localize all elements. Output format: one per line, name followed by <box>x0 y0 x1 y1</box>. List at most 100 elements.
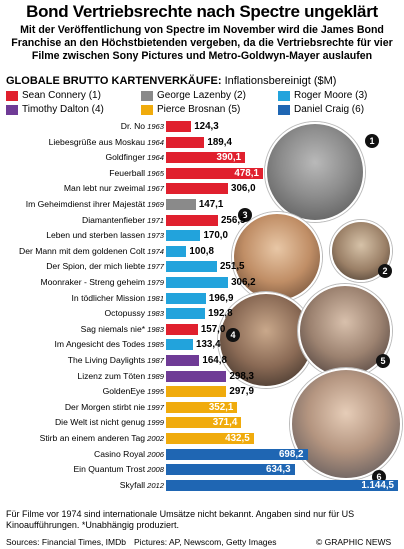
moore-portrait <box>232 212 322 302</box>
bar-value: 390,1 <box>216 152 242 164</box>
chart-heading-unit: Inflationsbereinigt ($M) <box>224 75 337 87</box>
chart-heading-title: GLOBALE BRUTTO KARTENVERKÄUFE: <box>6 75 222 87</box>
bar-year: 1965 <box>147 168 164 178</box>
bar-value: 189,4 <box>207 136 232 148</box>
bar-year: 1963 <box>147 122 164 131</box>
bar-value: 352,1 <box>208 401 234 413</box>
bar-title: Der Morgen stirbt nie <box>64 401 146 412</box>
bar-title: Im Geheimdienst ihrer Majestät <box>25 199 146 209</box>
bar-label: Goldfinger 1964 <box>105 151 164 164</box>
bar-title: Goldfinger <box>105 152 146 163</box>
bar-label: Der Spion, der mich liebte 1977 <box>46 260 164 273</box>
bar-value: 100,8 <box>189 245 214 257</box>
bar-year: 2008 <box>147 465 164 475</box>
bar-title: Sag niemals nie* <box>80 323 146 334</box>
legend-swatch-connery <box>6 90 18 101</box>
bar-title: Liebesgrüße aus Moskau <box>48 136 146 147</box>
bar-year: 1977 <box>147 262 164 272</box>
bar-label: Im Angesicht des Todes 1985 <box>54 338 164 351</box>
bar-label: Leben und sterben lassen 1973 <box>46 229 164 242</box>
bar-title: In tödlicher Mission <box>71 292 146 303</box>
bar <box>166 417 242 429</box>
bar <box>166 464 295 476</box>
bar <box>166 214 218 226</box>
bar-title: Der Spion, der mich liebte <box>46 261 146 272</box>
bar-year: 1964 <box>147 153 164 163</box>
legend-item-dalton: Timothy Dalton (4) <box>6 104 104 115</box>
bar <box>166 308 206 320</box>
sources-text: Sources: Financial Times, IMDb <box>6 537 126 547</box>
bar-title: Moonraker - Streng geheim <box>40 277 146 287</box>
craig-portrait <box>290 368 402 480</box>
graphic-credit: © GRAPHIC NEWS <box>316 537 392 547</box>
bar-year: 1971 <box>147 215 164 225</box>
bar-title: Man lebt nur zweimal <box>63 183 146 194</box>
bar-year: 1999 <box>147 418 164 428</box>
bar <box>166 277 229 288</box>
bar-year: 1969 <box>147 200 164 209</box>
photo-number-1: 1 <box>365 134 379 148</box>
bar-year: 1981 <box>147 293 164 303</box>
bar-value: 478,1 <box>234 167 259 179</box>
bar-value: 298,3 <box>229 370 254 382</box>
bar-title: Skyfall <box>119 479 146 490</box>
bar-label: Sag niemals nie* 1983 <box>81 323 164 336</box>
page-title: Bond Vertriebsrechte nach Spectre ungekl… <box>26 2 378 21</box>
bar-value: 133,4 <box>196 339 221 351</box>
bar-label: Diamantenfieber 1971 <box>82 214 164 227</box>
bar-title: The Living Daylights <box>67 355 146 365</box>
bar-label: Skyfall 2012 <box>120 479 164 492</box>
bar-label: Octopussy 1983 <box>104 307 164 320</box>
bar-value: 192,8 <box>208 308 233 320</box>
legend-swatch-brosnan <box>141 104 153 115</box>
bar-title: Feuerball <box>109 167 146 178</box>
bar-value: 256,5 <box>220 214 246 226</box>
bar-value: 634,3 <box>266 464 291 476</box>
bar-title: Diamantenfieber <box>82 214 146 225</box>
bar <box>166 386 227 398</box>
bar-label: Dr. No 1963 <box>121 120 164 133</box>
legend-swatch-lazenby <box>141 90 153 101</box>
bar-label: Man lebt nur zweimal 1967 <box>64 182 164 195</box>
legend-item-lazenby: George Lazenby (2) <box>141 90 246 101</box>
bar-value: 1.144,5 <box>361 479 394 491</box>
bar-value: 297,9 <box>229 386 254 398</box>
bar-label: Feuerball 1965 <box>109 167 164 180</box>
bar-year: 1997 <box>147 402 164 412</box>
lazenby-portrait <box>330 220 392 282</box>
bar <box>166 401 238 413</box>
bar-year: 1995 <box>147 387 164 397</box>
bar-year: 1974 <box>147 246 164 256</box>
bar-title: Leben und sterben lassen <box>46 230 146 241</box>
bar-year: 1983 <box>147 324 164 334</box>
legend-label-craig: Daniel Craig (6) <box>294 104 365 115</box>
bar-label: Der Mann mit dem goldenen Colt 1974 <box>19 245 164 258</box>
bar-label: Die Welt ist nicht genug 1999 <box>55 416 164 429</box>
bar <box>166 479 398 491</box>
sources-line: Sources: Financial Times, IMDb Pictures:… <box>6 537 391 547</box>
bar-value: 432,5 <box>225 433 250 444</box>
bar <box>166 433 254 444</box>
photo-number-2: 2 <box>378 264 392 278</box>
bar <box>166 121 192 132</box>
bar-year: 1983 <box>147 309 164 319</box>
subtitle: Mit der Veröffentlichung von Spectre im … <box>11 24 393 62</box>
bar-title: Der Mann mit dem goldenen Colt <box>18 245 146 256</box>
bar <box>166 152 246 164</box>
bar-value: 164,8 <box>202 355 227 366</box>
legend-label-connery: Sean Connery (1) <box>22 90 101 101</box>
bar-value: 124,3 <box>194 121 219 132</box>
bar <box>166 370 227 382</box>
bar-value: 170,0 <box>203 230 228 242</box>
bar-title: Stirb an einem anderen Tag <box>39 433 146 443</box>
bar-title: Die Welt ist nicht genug <box>54 417 146 428</box>
photo-number-4: 4 <box>226 328 240 342</box>
bar-value: 371,4 <box>212 417 238 429</box>
bar-year: 1967 <box>147 184 164 194</box>
bar-year: 1964 <box>147 137 164 147</box>
bar-label: Liebesgrüße aus Moskau 1964 <box>49 136 164 149</box>
bar-label: Ein Quantum Trost 2008 <box>73 463 164 476</box>
bar-label: Lizenz zum Töten 1989 <box>77 370 164 383</box>
bar-value: 251,5 <box>219 261 245 273</box>
legend-item-brosnan: Pierce Brosnan (5) <box>141 104 240 115</box>
